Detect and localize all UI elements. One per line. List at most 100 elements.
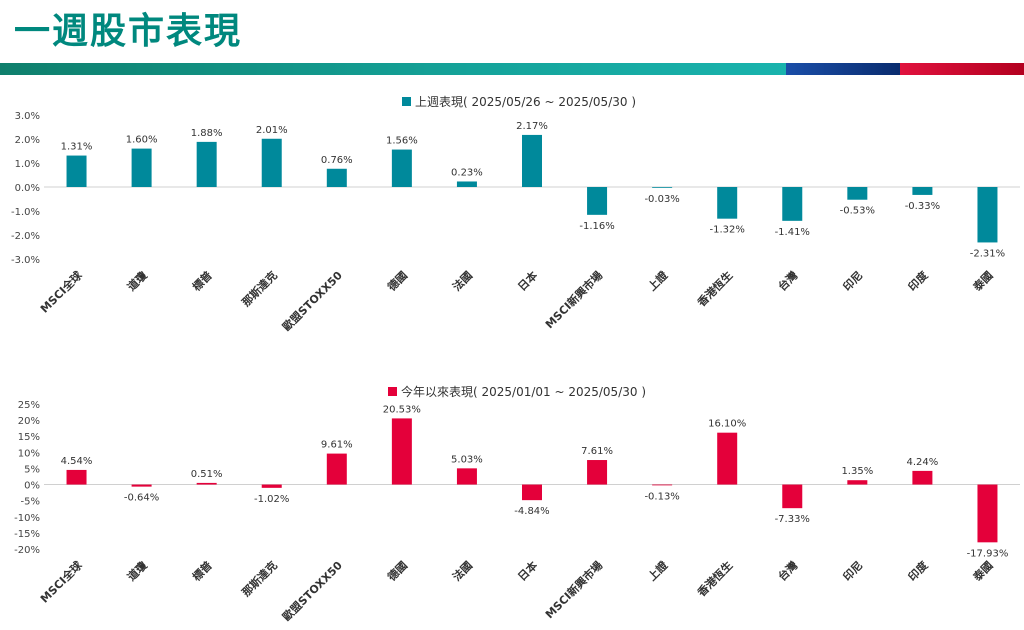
bar-標普 <box>196 141 217 187</box>
ytd-performance-chart: 今年以來表現( 2025/01/01 ~ 2025/05/30 ) 25% 20% 1… <box>14 384 1020 624</box>
category-label: 標普 <box>189 558 214 583</box>
y-tick-label: 20% <box>18 416 40 427</box>
y-tick-label: 25% <box>18 400 40 411</box>
bar-MSCI全球 <box>66 469 87 485</box>
y-tick-label: -10% <box>14 513 40 524</box>
category-label: 日本 <box>515 558 540 583</box>
y-tick-label: 2.0% <box>15 135 40 146</box>
legend-label: 今年以來表現( 2025/01/01 ~ 2025/05/30 ) <box>401 384 646 399</box>
data-label: -1.02% <box>254 494 289 505</box>
bar-德國 <box>391 418 412 485</box>
data-label: -1.32% <box>710 225 745 236</box>
category-label: 德國 <box>384 268 410 294</box>
bar-道瓊 <box>131 484 152 487</box>
category-label: 道瓊 <box>124 268 150 294</box>
category-label: 歐盟STOXX50 <box>279 268 345 334</box>
bar-台灣 <box>782 187 803 221</box>
data-label: -0.13% <box>644 491 679 502</box>
data-label: -17.93% <box>967 548 1009 559</box>
legend-swatch <box>402 97 411 106</box>
y-tick-label: -2.0% <box>11 231 40 242</box>
category-label: 道瓊 <box>124 558 150 584</box>
title-bar-teal-segment <box>0 63 786 75</box>
title-bar-blue-segment <box>786 63 900 75</box>
category-label: 歐盟STOXX50 <box>279 558 345 624</box>
data-label: 1.35% <box>841 466 873 477</box>
category-label: 德國 <box>384 558 410 584</box>
bar-上證 <box>652 187 673 188</box>
data-label: 4.24% <box>907 457 939 468</box>
category-label: 台灣 <box>775 268 800 293</box>
category-label: 法國 <box>450 268 475 293</box>
bar-那斯達克 <box>261 138 282 187</box>
bar-印尼 <box>847 480 868 485</box>
bar-印度 <box>912 470 933 485</box>
y-tick-label: 0.0% <box>15 183 40 194</box>
category-label: 印度 <box>905 268 931 294</box>
category-label: 標普 <box>189 268 214 293</box>
data-label: 20.53% <box>383 404 421 415</box>
data-label: -1.16% <box>579 221 614 232</box>
bar-那斯達克 <box>261 484 282 488</box>
category-label: 台灣 <box>775 558 800 583</box>
bar-印度 <box>912 187 933 195</box>
title-accent-bar <box>0 63 1024 75</box>
bar-MSCI新興市場 <box>587 187 608 215</box>
title-bar-red-segment <box>900 63 1024 75</box>
chart-legend: 今年以來表現( 2025/01/01 ~ 2025/05/30 ) <box>388 384 646 399</box>
category-label: MSCI全球 <box>37 558 85 606</box>
category-label: 上證 <box>645 268 671 294</box>
category-label: MSCI新興市場 <box>542 558 605 621</box>
category-label: 香港恆生 <box>694 268 736 310</box>
data-label: 16.10% <box>708 419 746 430</box>
bar-日本 <box>522 484 542 501</box>
data-label: 1.88% <box>191 128 223 139</box>
data-label: 2.01% <box>256 125 288 136</box>
weekly-performance-chart: 上週表現( 2025/05/26 ~ 2025/05/30 ) 3.0% 2.0% 1… <box>11 95 1020 334</box>
data-label: -0.64% <box>124 493 159 504</box>
y-tick-label: 10% <box>18 448 40 459</box>
bar-印尼 <box>847 187 868 200</box>
data-label: 1.31% <box>61 142 93 153</box>
category-label: 法國 <box>450 558 475 583</box>
y-tick-label: -15% <box>14 529 40 540</box>
data-label: -2.31% <box>970 248 1005 259</box>
bar-標普 <box>196 482 217 485</box>
legend-swatch <box>388 387 397 396</box>
bar-歐盟STOXX50 <box>326 168 347 187</box>
category-label: 印度 <box>905 558 931 584</box>
data-label: 9.61% <box>321 440 353 451</box>
data-label: -4.84% <box>514 506 549 517</box>
bar-MSCI新興市場 <box>587 460 608 485</box>
legend-label: 上週表現( 2025/05/26 ~ 2025/05/30 ) <box>415 95 636 109</box>
y-tick-label: 5% <box>24 464 40 475</box>
data-label: 0.23% <box>451 167 483 178</box>
data-label: -7.33% <box>775 514 810 525</box>
bar-台灣 <box>782 484 803 509</box>
y-tick-label: -5% <box>21 497 40 508</box>
category-label: 上證 <box>645 558 671 584</box>
category-label: 印尼 <box>841 559 866 584</box>
data-label: 5.03% <box>451 454 483 465</box>
bar-法國 <box>456 468 477 485</box>
bar-日本 <box>522 134 542 187</box>
category-label: 泰國 <box>969 268 995 294</box>
bar-泰國 <box>977 484 998 543</box>
category-label: MSCI新興市場 <box>542 268 605 331</box>
y-tick-label: 1.0% <box>15 159 40 170</box>
bar-歐盟STOXX50 <box>326 453 347 485</box>
category-label: 日本 <box>515 268 540 293</box>
category-label: 印尼 <box>841 269 866 294</box>
category-label: MSCI全球 <box>37 268 85 316</box>
data-label: 0.51% <box>191 469 223 480</box>
data-label: -0.03% <box>644 194 679 205</box>
bar-上證 <box>652 484 673 486</box>
category-label: 泰國 <box>969 558 995 584</box>
bar-德國 <box>391 149 412 187</box>
data-label: 1.56% <box>386 136 418 147</box>
data-label: 0.76% <box>321 155 353 166</box>
data-label: -0.53% <box>840 206 875 217</box>
bar-泰國 <box>977 187 998 243</box>
data-label: 2.17% <box>516 121 548 132</box>
category-label: 香港恆生 <box>694 558 736 600</box>
